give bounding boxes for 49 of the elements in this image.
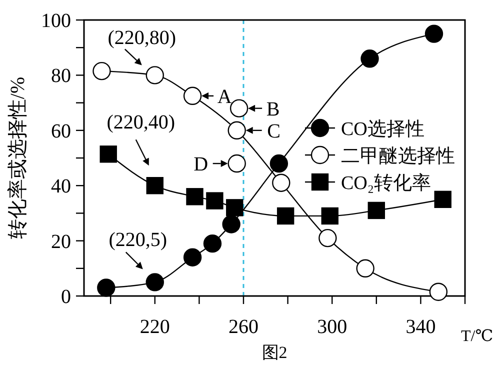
point <box>272 174 290 192</box>
point <box>203 234 222 253</box>
point <box>222 215 240 234</box>
point <box>183 86 202 105</box>
y-tick-label: 20 <box>51 230 71 253</box>
point <box>206 192 224 210</box>
point <box>429 282 448 301</box>
point <box>368 202 385 220</box>
x-tick-label: 340 <box>406 316 436 338</box>
annotation: (220,80) <box>108 27 176 50</box>
point <box>97 278 116 297</box>
legend-label: CO₂转化率 <box>341 172 432 194</box>
legend-label: 二甲醚选择性 <box>341 146 455 167</box>
point <box>146 66 164 84</box>
point <box>228 121 246 140</box>
point <box>100 146 117 163</box>
point <box>424 24 444 43</box>
point <box>228 154 246 173</box>
annotation: C <box>267 120 281 142</box>
point <box>146 273 164 292</box>
point <box>276 207 294 225</box>
point <box>270 154 288 173</box>
point <box>186 188 204 206</box>
point <box>360 50 379 68</box>
point <box>146 177 164 194</box>
point <box>183 248 202 266</box>
y-tick-label: 60 <box>51 120 71 142</box>
x-tick-label: 260 <box>228 316 258 338</box>
annotation: B <box>266 98 280 120</box>
point <box>434 190 452 208</box>
x-tick-label: 300 <box>317 316 348 338</box>
point <box>318 228 337 248</box>
point <box>92 62 111 80</box>
y-tick-label: 40 <box>51 176 71 198</box>
annotation: D <box>194 154 208 176</box>
y-tick-label: 100 <box>41 10 71 32</box>
caption: 图2 <box>262 343 288 362</box>
x-tick-label: 220 <box>140 316 170 338</box>
legend-label: CO选择性 <box>341 119 424 140</box>
point <box>356 259 374 278</box>
annotation: (220,5) <box>108 229 168 252</box>
annotation: A <box>217 86 232 108</box>
y-tick-label: 80 <box>51 65 71 88</box>
x-axis-title: T/℃ <box>461 328 494 345</box>
point <box>321 207 338 225</box>
y-tick-label: 0 <box>61 286 71 308</box>
annotation: (220,40) <box>106 112 176 134</box>
y-axis-title: 转化率或选择性/% <box>7 76 29 240</box>
point <box>226 199 244 216</box>
